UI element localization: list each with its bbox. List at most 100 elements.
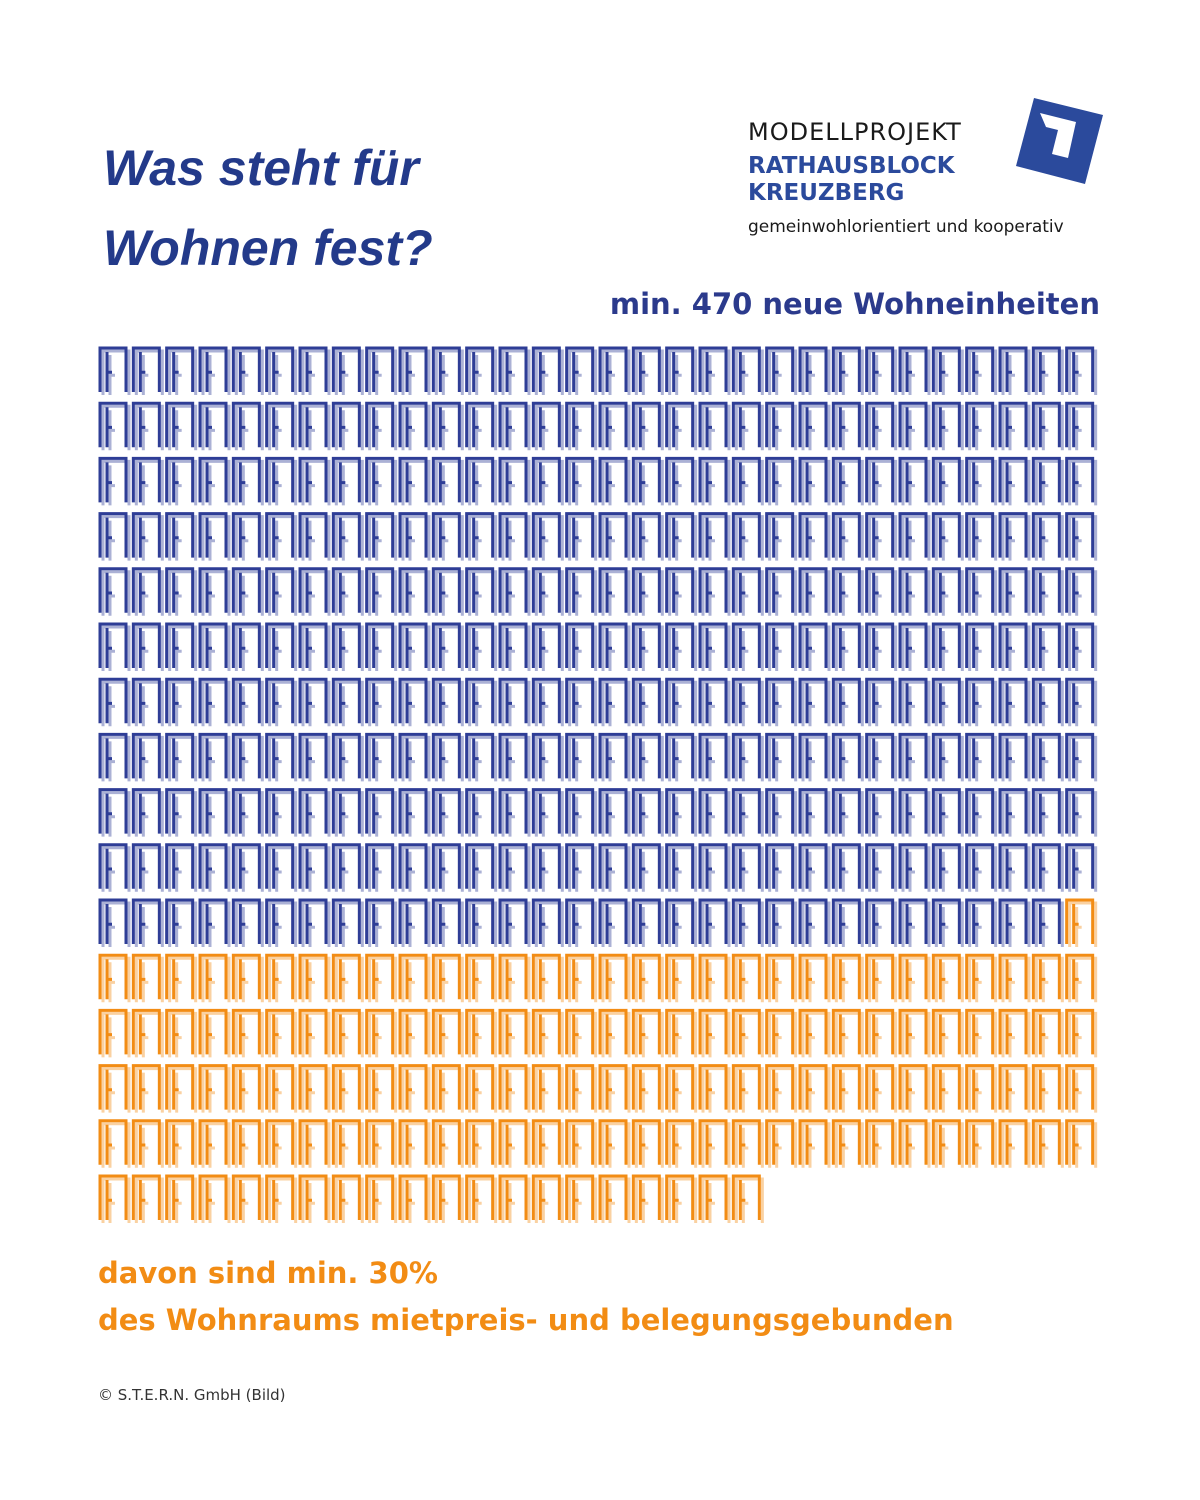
unit-icon xyxy=(465,401,498,451)
unit-icon xyxy=(465,788,498,837)
unit-icon xyxy=(865,401,898,451)
unit-icon xyxy=(531,1119,564,1168)
unit-icon xyxy=(231,1174,264,1223)
unit-icon xyxy=(431,567,464,616)
unit-icon xyxy=(331,346,364,395)
unit-icon xyxy=(131,401,164,451)
unit-icon xyxy=(431,456,464,506)
unit-icon xyxy=(298,898,331,947)
unit-icon xyxy=(931,953,964,1003)
unit-icon xyxy=(698,622,731,671)
unit-icon xyxy=(998,953,1031,1003)
unit-icon xyxy=(665,622,698,671)
unit-icon xyxy=(665,898,698,947)
unit-icon xyxy=(831,622,864,671)
unit-icon xyxy=(298,953,331,1003)
unit-icon xyxy=(498,953,531,1003)
unit-icon xyxy=(498,456,531,506)
unit-icon xyxy=(331,898,364,947)
unit-icon xyxy=(98,346,131,395)
unit-icon xyxy=(131,567,164,616)
unit-icon xyxy=(698,567,731,616)
unit-icon xyxy=(998,732,1031,782)
unit-icon xyxy=(598,1008,631,1058)
unit-icon xyxy=(498,788,531,837)
unit-icon xyxy=(465,732,498,782)
unit-icon xyxy=(931,401,964,451)
unit-icon xyxy=(798,788,831,837)
unit-icon xyxy=(231,567,264,616)
unit-icon xyxy=(398,788,431,837)
title-line: Wohnen fest? xyxy=(103,220,433,276)
unit-icon xyxy=(331,1064,364,1113)
unit-icon xyxy=(798,1008,831,1058)
unit-icon xyxy=(598,456,631,506)
unit-icon xyxy=(198,1119,231,1168)
unit-icon xyxy=(231,843,264,892)
unit-icon xyxy=(398,512,431,561)
unit-icon xyxy=(298,567,331,616)
unit-icon xyxy=(931,1119,964,1168)
unit-icon xyxy=(665,401,698,451)
unit-icon xyxy=(265,401,298,451)
unit-icon xyxy=(565,1174,598,1223)
unit-icon xyxy=(798,1119,831,1168)
unit-icon xyxy=(165,456,198,506)
unit-icon xyxy=(165,346,198,395)
unit-icon xyxy=(665,953,698,1003)
unit-icon xyxy=(531,953,564,1003)
unit-icon xyxy=(765,346,798,395)
unit-icon xyxy=(198,1064,231,1113)
unit-icon xyxy=(165,401,198,451)
unit-icon xyxy=(298,1119,331,1168)
logo-text: MODELLPROJEKT xyxy=(748,118,962,146)
unit-icon xyxy=(398,401,431,451)
unit-icon xyxy=(765,898,798,947)
unit-icon xyxy=(631,788,664,837)
unit-icon xyxy=(265,512,298,561)
unit-icon xyxy=(331,1174,364,1223)
unit-icon xyxy=(1031,953,1064,1003)
unit-icon xyxy=(731,1174,764,1223)
unit-icon xyxy=(931,512,964,561)
unit-icon xyxy=(98,622,131,671)
unit-icon xyxy=(1031,732,1064,782)
unit-icon xyxy=(231,1008,264,1058)
unit-icon xyxy=(698,1008,731,1058)
logo-text: KREUZBERG xyxy=(748,180,904,206)
unit-icon xyxy=(565,512,598,561)
unit-icon xyxy=(965,512,998,561)
unit-icon xyxy=(665,1174,698,1223)
unit-icon xyxy=(431,677,464,727)
unit-icon xyxy=(398,677,431,727)
unit-icon xyxy=(698,512,731,561)
unit-icon xyxy=(931,1008,964,1058)
unit-icon xyxy=(598,788,631,837)
unit-icon xyxy=(765,788,798,837)
unit-icon xyxy=(598,677,631,727)
unit-icon xyxy=(1031,1064,1064,1113)
unit-icon xyxy=(465,512,498,561)
unit-icon xyxy=(98,677,131,727)
unit-icon xyxy=(231,898,264,947)
unit-icon xyxy=(165,1008,198,1058)
annotation: davon sind min. 30% xyxy=(98,1256,438,1290)
unit-icon xyxy=(131,1174,164,1223)
unit-icon xyxy=(231,346,264,395)
unit-icon xyxy=(931,843,964,892)
unit-icon xyxy=(765,732,798,782)
unit-icon xyxy=(998,512,1031,561)
unit-icon xyxy=(631,843,664,892)
unit-icon xyxy=(131,1008,164,1058)
unit-icon xyxy=(98,1119,131,1168)
unit-icon xyxy=(398,1064,431,1113)
unit-icon xyxy=(198,898,231,947)
unit-icon xyxy=(465,953,498,1003)
unit-icon xyxy=(298,401,331,451)
unit-icon xyxy=(165,843,198,892)
unit-icon xyxy=(831,788,864,837)
unit-icon xyxy=(931,346,964,395)
unit-icon xyxy=(965,732,998,782)
unit-icon xyxy=(631,567,664,616)
